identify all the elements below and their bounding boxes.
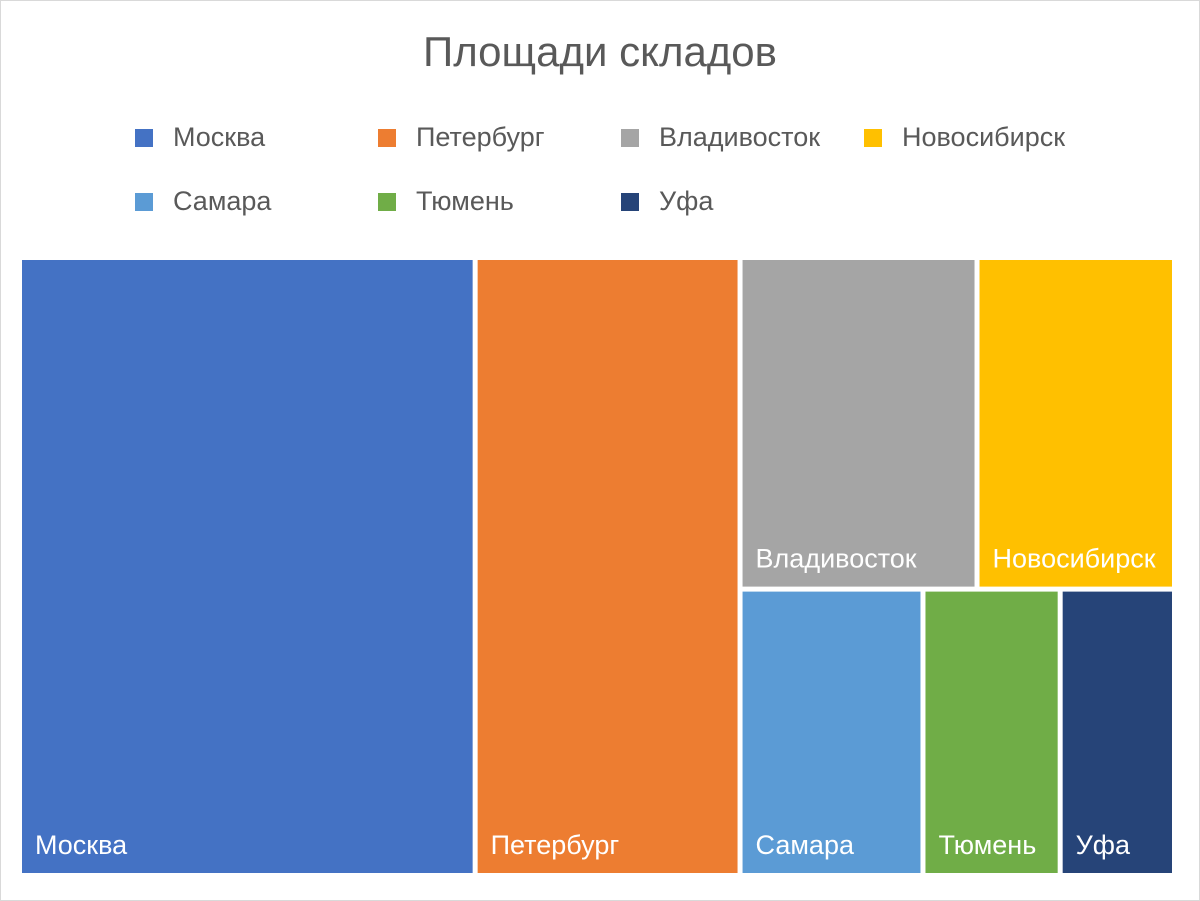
legend-label: Новосибирск xyxy=(902,122,1066,152)
legend-swatch xyxy=(621,192,639,211)
legend-item: Петербург xyxy=(378,122,545,153)
treemap-tile xyxy=(925,591,1058,873)
legend-swatch xyxy=(378,192,396,211)
tile-label: Владивосток xyxy=(756,544,917,574)
legend-item: Новосибирск xyxy=(864,122,1065,153)
tile-label: Петербург xyxy=(491,830,620,860)
legend-label: Владивосток xyxy=(659,122,821,152)
treemap-tile xyxy=(742,260,975,587)
legend-item: Самара xyxy=(135,186,271,217)
legend-label: Петербург xyxy=(416,122,545,152)
treemap-tile xyxy=(1062,591,1172,873)
legend-swatch xyxy=(621,128,639,147)
legend-swatch xyxy=(864,128,882,147)
legend-label: Москва xyxy=(173,122,266,152)
tile-label: Самара xyxy=(756,830,855,860)
legend-label: Уфа xyxy=(659,186,714,216)
tile-label: Новосибирск xyxy=(993,544,1156,574)
legend-item: Тюмень xyxy=(378,186,514,217)
treemap-tile xyxy=(742,591,921,873)
tile-label: Тюмень xyxy=(938,830,1036,860)
legend-label: Тюмень xyxy=(416,186,514,216)
legend-swatch xyxy=(378,128,396,147)
tile-label: Москва xyxy=(35,830,128,860)
legend-swatch xyxy=(135,128,153,147)
treemap-tile xyxy=(22,260,473,873)
legend-item: Москва xyxy=(135,122,265,153)
tile-label: Уфа xyxy=(1076,830,1131,860)
legend-label: Самара xyxy=(173,186,272,216)
legend-swatch xyxy=(135,192,153,211)
legend-item: Уфа xyxy=(621,186,713,217)
treemap-tile xyxy=(979,260,1172,587)
treemap-tile xyxy=(477,260,738,873)
legend-item: Владивосток xyxy=(621,122,820,153)
chart-title: Площади складов xyxy=(423,28,777,75)
